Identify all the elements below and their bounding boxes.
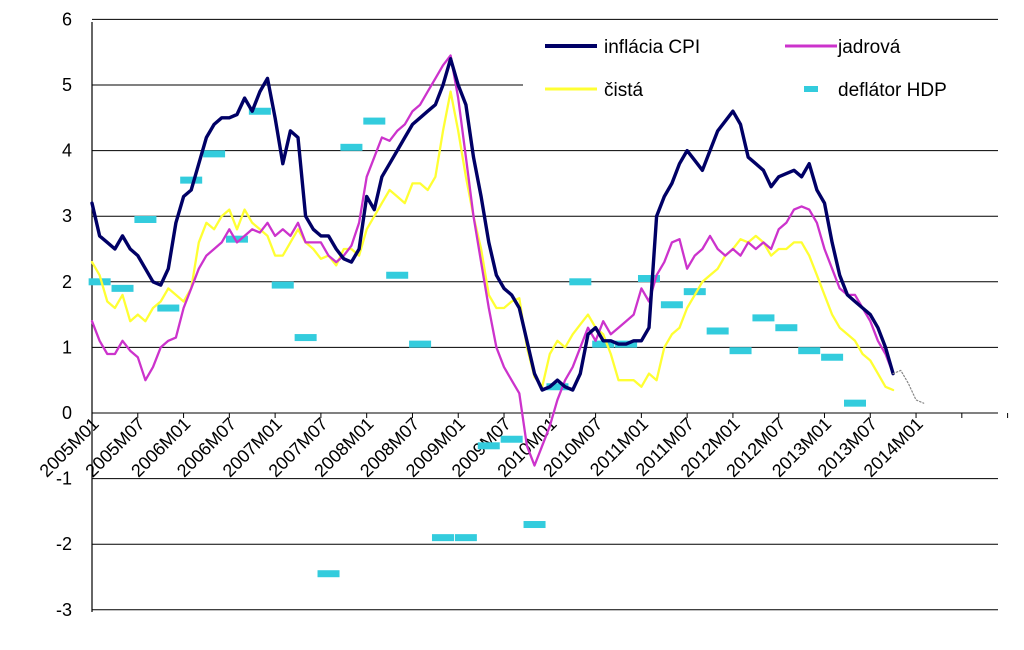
deflator-marker [271, 281, 294, 289]
y-tick-label: 4 [62, 141, 72, 161]
y-tick-label: 5 [62, 75, 72, 95]
y-tick-labels: -3 -2 -1 0 1 2 3 4 5 6 [56, 9, 72, 619]
y-tick-label: -3 [56, 600, 72, 620]
deflator-marker [637, 275, 660, 283]
series-cista [90, 90, 895, 392]
legend-deflator-hdp: deflátor HDP [804, 80, 947, 101]
legend: inflácia CPI jadrová čistá deflátor HDP [545, 37, 947, 101]
legend-swatch [804, 86, 818, 92]
series-inflacia-cpi [90, 57, 895, 392]
deflator-marker [431, 534, 454, 542]
y-tick-label: 2 [62, 272, 72, 292]
deflator-marker [88, 278, 111, 286]
series-layer [88, 54, 925, 578]
deflator-marker [523, 521, 546, 529]
deflator-marker [340, 143, 363, 151]
deflator-marker [317, 570, 340, 578]
legend-label: jadrová [837, 37, 901, 58]
legend-inflacia-cpi: inflácia CPI [545, 37, 700, 58]
legend-label: deflátor HDP [838, 80, 947, 101]
deflator-marker [363, 117, 386, 125]
deflator-marker [660, 301, 683, 309]
deflator-marker [569, 278, 592, 286]
deflator-marker [111, 284, 134, 292]
deflator-marker [592, 340, 615, 348]
axes [91, 22, 1009, 612]
series-deflator-hdp [88, 107, 866, 578]
y-tick-label: -2 [56, 534, 72, 554]
y-tick-label: 6 [62, 9, 72, 29]
legend-jadrova: jadrová [785, 37, 901, 58]
deflator-marker [752, 314, 775, 322]
deflator-marker [225, 235, 248, 243]
deflator-marker [729, 347, 752, 355]
deflator-marker [798, 347, 821, 355]
deflator-marker [248, 107, 271, 115]
y-tick-label: 1 [62, 337, 72, 357]
deflator-marker [821, 353, 844, 361]
y-tick-label: -1 [56, 469, 72, 489]
y-tick-label: 0 [62, 403, 72, 423]
deflator-marker [500, 435, 523, 443]
deflator-marker [844, 399, 866, 407]
series-jadrova [90, 54, 895, 467]
legend-label: čistá [604, 80, 644, 101]
legend-label: inflácia CPI [604, 37, 700, 58]
deflator-marker [683, 288, 706, 296]
deflator-marker [409, 340, 432, 348]
deflator-marker [386, 271, 409, 279]
deflator-marker [775, 324, 798, 332]
deflator-marker [546, 383, 569, 391]
deflator-marker [477, 442, 500, 450]
deflator-marker [134, 215, 157, 223]
deflator-marker [294, 334, 317, 342]
series-dotted-extension [892, 369, 925, 404]
deflator-marker [706, 327, 729, 335]
deflator-marker [180, 176, 203, 184]
legend-cista: čistá [545, 80, 644, 101]
deflator-marker [203, 150, 226, 158]
deflator-marker [157, 304, 180, 312]
y-tick-label: 3 [62, 206, 72, 226]
deflator-marker [454, 534, 477, 542]
